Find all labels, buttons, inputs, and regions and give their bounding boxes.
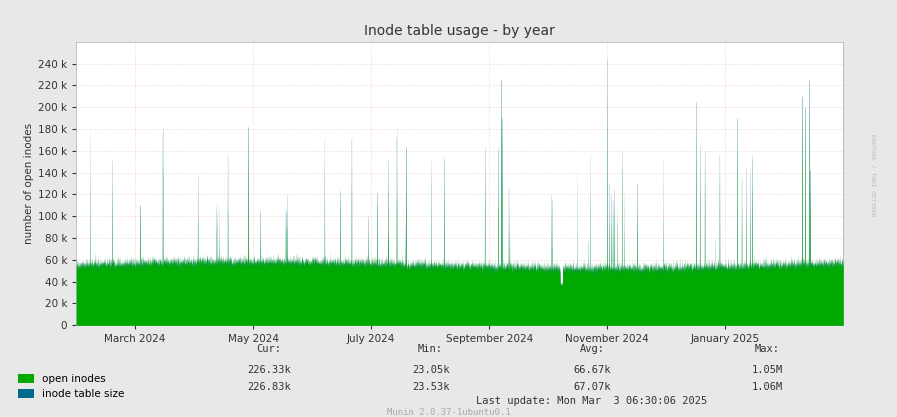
- Text: 67.07k: 67.07k: [573, 382, 611, 392]
- Text: Max:: Max:: [754, 344, 779, 354]
- Text: Cur:: Cur:: [257, 344, 282, 354]
- Text: 23.05k: 23.05k: [412, 365, 449, 375]
- Text: Min:: Min:: [418, 344, 443, 354]
- Text: 1.05M: 1.05M: [752, 365, 782, 375]
- Text: RRDTOOL / TOBI OETIKER: RRDTOOL / TOBI OETIKER: [870, 134, 875, 216]
- Text: Avg:: Avg:: [579, 344, 605, 354]
- Text: Last update: Mon Mar  3 06:30:06 2025: Last update: Mon Mar 3 06:30:06 2025: [476, 397, 708, 407]
- Text: Munin 2.0.37-1ubuntu0.1: Munin 2.0.37-1ubuntu0.1: [387, 408, 510, 417]
- Title: Inode table usage - by year: Inode table usage - by year: [364, 24, 555, 38]
- Text: 226.83k: 226.83k: [248, 382, 291, 392]
- Text: 23.53k: 23.53k: [412, 382, 449, 392]
- Text: 1.06M: 1.06M: [752, 382, 782, 392]
- Y-axis label: number of open inodes: number of open inodes: [24, 123, 34, 244]
- Text: 226.33k: 226.33k: [248, 365, 291, 375]
- Text: 66.67k: 66.67k: [573, 365, 611, 375]
- Legend: open inodes, inode table size: open inodes, inode table size: [14, 369, 129, 404]
